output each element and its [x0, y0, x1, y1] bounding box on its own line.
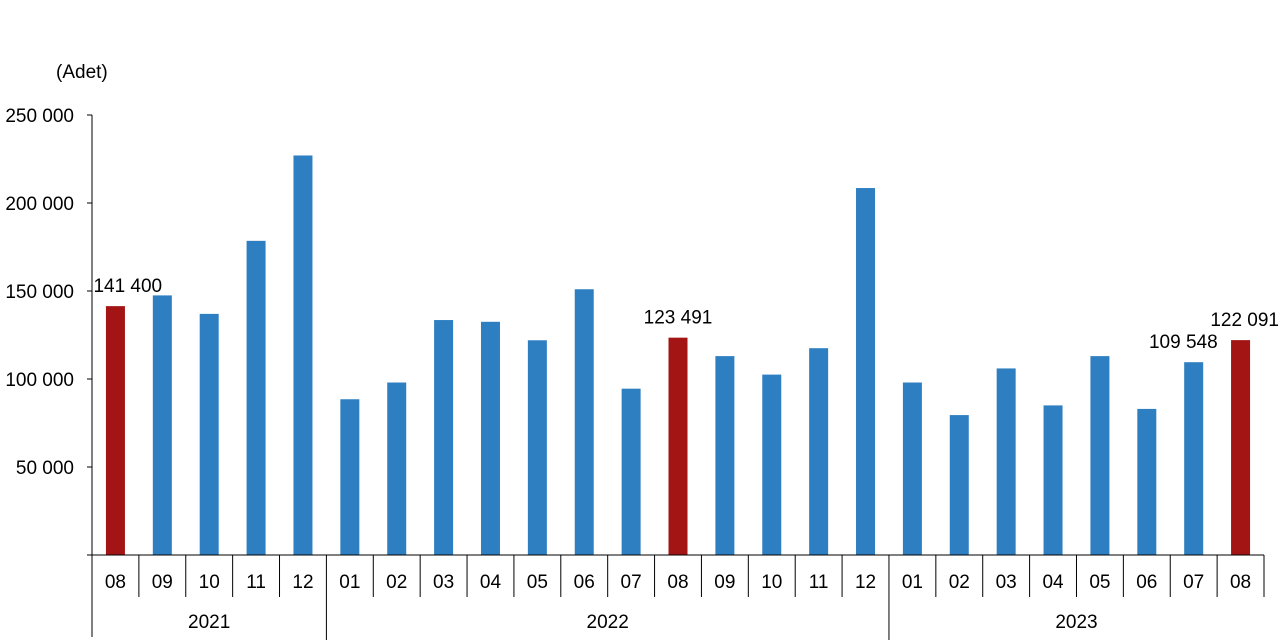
group-label: 2021	[188, 612, 230, 633]
bar	[340, 399, 360, 555]
x-tick-label: 06	[1136, 572, 1157, 593]
x-tick-label: 03	[433, 572, 454, 593]
group-label: 2022	[587, 612, 629, 633]
x-tick-label: 09	[152, 572, 173, 593]
x-tick-label: 10	[199, 572, 220, 593]
bar	[152, 295, 172, 555]
x-tick-label: 06	[574, 572, 595, 593]
bar	[574, 289, 594, 555]
x-axis: 08 09 10 11 12 01 02 03 04 05 06 07 08 09 10 11 12 01 02 03…	[91, 554, 1265, 640]
x-tick-label: 02	[949, 572, 970, 593]
bar	[199, 313, 219, 555]
x-tick-label: 02	[386, 572, 407, 593]
bar	[434, 320, 454, 555]
bar	[246, 240, 266, 555]
bar	[856, 188, 876, 556]
bar	[621, 388, 641, 555]
bar	[387, 382, 407, 555]
data-label: 123 491	[644, 308, 713, 329]
bar	[762, 374, 782, 555]
x-tick-label: 03	[996, 572, 1017, 593]
y-tick-label: 100 000	[5, 370, 74, 391]
bar	[715, 356, 735, 555]
bar-highlighted	[1231, 340, 1251, 555]
y-tick-label: 250 000	[5, 106, 74, 127]
x-tick-label: 07	[1183, 572, 1204, 593]
x-tick-label: 01	[339, 572, 360, 593]
x-tick-label: 04	[480, 572, 502, 593]
x-tick-label: 08	[1230, 572, 1251, 593]
y-tick-label: 150 000	[5, 282, 74, 303]
x-tick-label: 05	[527, 572, 548, 593]
bar	[527, 340, 547, 555]
y-axis-unit-label: (Adet)	[56, 62, 108, 83]
y-axis: 250 000 200 000 150 000 100 000 50 000	[5, 106, 93, 637]
bar	[1043, 405, 1063, 555]
bar	[996, 368, 1016, 555]
x-tick-label: 07	[621, 572, 642, 593]
x-tick-label: 11	[809, 572, 829, 593]
data-label: 122 091	[1210, 310, 1279, 331]
y-tick-label: 200 000	[5, 194, 74, 215]
group-label: 2023	[1055, 612, 1097, 633]
bar	[1137, 408, 1157, 555]
data-label: 109 548	[1149, 332, 1218, 353]
bar-highlighted	[668, 337, 688, 555]
bar	[1184, 362, 1204, 555]
x-tick-label: 10	[761, 572, 782, 593]
bar	[809, 348, 829, 555]
x-tick-label: 05	[1089, 572, 1110, 593]
bar	[480, 321, 500, 555]
y-tick-label: 50 000	[16, 458, 74, 479]
x-tick-label: 08	[105, 572, 126, 593]
bar	[902, 382, 922, 555]
x-tick-label: 12	[855, 572, 876, 593]
x-tick-label: 01	[902, 572, 923, 593]
bar	[949, 415, 969, 555]
bars	[105, 155, 1251, 556]
bar	[1090, 356, 1110, 555]
x-tick-label: 08	[667, 572, 688, 593]
bar-highlighted	[105, 306, 125, 555]
data-label: 141 400	[93, 276, 162, 297]
bar	[293, 155, 313, 556]
x-tick-label: 09	[714, 572, 735, 593]
x-tick-label: 04	[1042, 572, 1064, 593]
x-tick-label: 11	[246, 572, 266, 593]
x-tick-label: 12	[292, 572, 313, 593]
